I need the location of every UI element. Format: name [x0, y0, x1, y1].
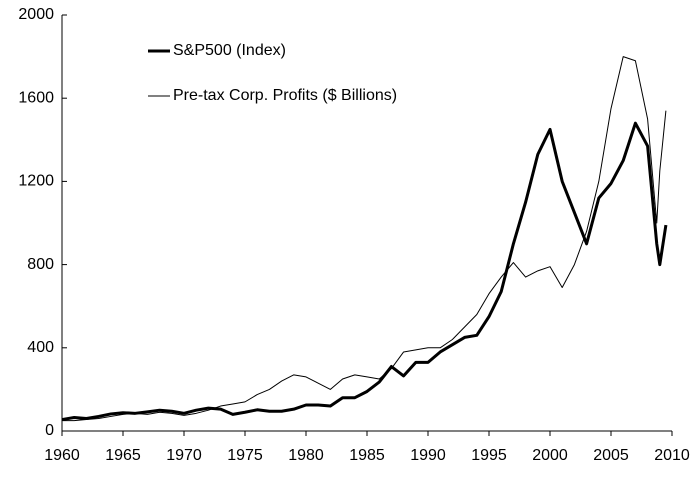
y-tick-label: 800 — [27, 256, 54, 273]
x-tick-label: 1990 — [410, 447, 446, 464]
x-tick-label: 1995 — [471, 447, 507, 464]
series-line — [61, 121, 668, 422]
x-tick-label: 1965 — [105, 447, 141, 464]
y-tick-label: 2000 — [18, 6, 54, 23]
x-tick-label: 2010 — [654, 447, 690, 464]
x-tick-label: 2000 — [532, 447, 568, 464]
y-tick-label: 1600 — [18, 89, 54, 106]
x-tick-label: 1975 — [227, 447, 263, 464]
x-tick-label: 1985 — [349, 447, 385, 464]
y-tick-label: 400 — [27, 339, 54, 356]
y-tick-label: 1200 — [18, 173, 54, 190]
x-tick-label: 1970 — [166, 447, 202, 464]
y-tick-label: 0 — [45, 422, 54, 439]
series-line — [62, 56, 667, 422]
legend-label: Pre-tax Corp. Profits ($ Billions) — [173, 87, 397, 104]
x-tick-label: 1980 — [288, 447, 324, 464]
x-tick-label: 2005 — [593, 447, 629, 464]
x-tick-label: 1960 — [44, 447, 80, 464]
legend-label: S&P500 (Index) — [173, 42, 286, 59]
